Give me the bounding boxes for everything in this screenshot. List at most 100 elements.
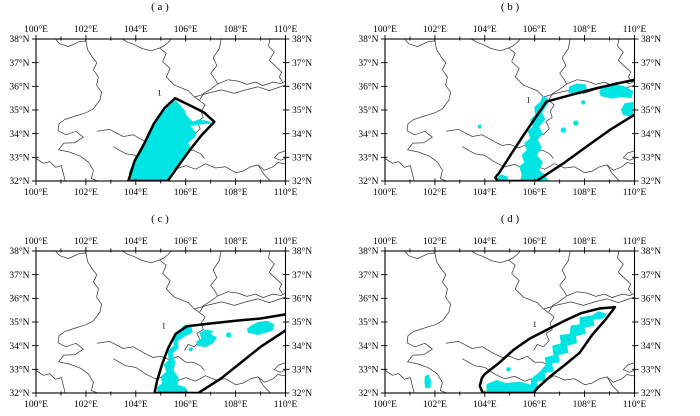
- boundary-line: [445, 129, 554, 159]
- y-tick-label-left: 33°N: [9, 365, 29, 376]
- y-tick-label-left: 37°N: [358, 58, 378, 69]
- region-label: 1: [157, 87, 161, 97]
- highlight-patches: [424, 311, 608, 393]
- y-tick-label-left: 33°N: [358, 153, 378, 164]
- boundary-line: [159, 259, 200, 313]
- axis-ticks: [32, 35, 290, 185]
- x-tick-label-top: 106°E: [174, 236, 198, 247]
- y-tick-label-right: 33°N: [641, 153, 661, 164]
- highlight-patch: [519, 96, 549, 181]
- y-tick-label-left: 38°N: [9, 246, 29, 257]
- x-tick-label-top: 104°E: [473, 236, 497, 247]
- x-tick-label-bottom: 104°E: [473, 399, 497, 410]
- x-tick-label-top: 104°E: [473, 24, 497, 35]
- x-tick-label-top: 108°E: [224, 24, 248, 35]
- x-tick-label-bottom: 100°E: [24, 399, 48, 410]
- boundary-line: [210, 251, 222, 297]
- x-tick-label-top: 110°E: [623, 24, 647, 35]
- y-tick-label-left: 34°N: [9, 129, 29, 140]
- x-tick-label-top: 100°E: [24, 236, 48, 247]
- highlight-dot: [573, 120, 579, 126]
- x-tick-label-bottom: 100°E: [373, 399, 397, 410]
- highlight-patch: [620, 101, 634, 117]
- y-tick-label-right: 36°N: [292, 294, 312, 305]
- boundary-line: [217, 79, 286, 86]
- y-tick-label-right: 37°N: [292, 270, 312, 281]
- boundary-line: [533, 83, 567, 139]
- y-tick-label-left: 35°N: [358, 317, 378, 328]
- y-tick-label-left: 33°N: [358, 365, 378, 376]
- y-tick-label-left: 36°N: [358, 82, 378, 93]
- y-tick-label-right: 34°N: [641, 129, 661, 140]
- x-tick-label-top: 110°E: [274, 236, 298, 247]
- highlight-patch: [196, 329, 217, 348]
- y-tick-label-right: 33°N: [292, 365, 312, 376]
- y-tick-label-left: 36°N: [358, 294, 378, 305]
- y-tick-label-left: 35°N: [9, 317, 29, 328]
- axis-labels: 100°E 100°E 102°E 102°E 104°E 104°E 106°E 106°E…: [358, 24, 661, 198]
- highlight-patches: [157, 320, 275, 393]
- highlight-patch: [128, 100, 212, 181]
- highlight-patch: [486, 311, 608, 393]
- axis-ticks: [381, 247, 639, 397]
- x-tick-label-top: 102°E: [74, 236, 98, 247]
- x-tick-label-bottom: 106°E: [523, 399, 547, 410]
- x-tick-label-top: 108°E: [573, 236, 597, 247]
- boundary-line: [55, 251, 102, 393]
- x-tick-label-bottom: 110°E: [274, 399, 298, 410]
- boundary-line: [471, 251, 521, 264]
- boundary-line: [622, 362, 635, 373]
- boundary-line: [559, 39, 571, 85]
- boundary-line: [273, 362, 286, 373]
- boundary-line: [606, 164, 620, 181]
- y-tick-label-right: 37°N: [292, 58, 312, 69]
- y-tick-label-right: 35°N: [641, 317, 661, 328]
- y-tick-label-right: 32°N: [292, 388, 312, 399]
- axis-labels: 100°E 100°E 102°E 102°E 104°E 104°E 106°E 106°E…: [358, 236, 661, 410]
- region-1-outline: [153, 313, 286, 393]
- panel-a-map: 1 100°E 100°E 102°E 102°E 104°E 104°E 106°E 106°…: [9, 24, 312, 198]
- x-tick-label-top: 100°E: [373, 24, 397, 35]
- y-tick-label-right: 33°N: [641, 365, 661, 376]
- x-tick-label-top: 106°E: [174, 24, 198, 35]
- y-tick-label-right: 38°N: [292, 34, 312, 45]
- y-tick-label-left: 38°N: [9, 34, 29, 45]
- axis-ticks: [381, 35, 639, 185]
- boundary-line: [184, 295, 218, 351]
- region-label: 1: [533, 319, 537, 329]
- y-tick-label-left: 38°N: [358, 34, 378, 45]
- y-tick-label-left: 36°N: [9, 82, 29, 93]
- y-tick-label-right: 34°N: [641, 341, 661, 352]
- map-clipped-content: [36, 39, 286, 181]
- y-tick-label-right: 34°N: [292, 341, 312, 352]
- boundary-line: [273, 150, 286, 161]
- boundary-line: [445, 341, 554, 371]
- y-tick-label-left: 33°N: [9, 153, 29, 164]
- y-tick-label-left: 32°N: [358, 176, 378, 187]
- y-tick-label-right: 32°N: [641, 388, 661, 399]
- x-tick-label-top: 110°E: [623, 236, 647, 247]
- x-tick-label-bottom: 106°E: [174, 399, 198, 410]
- region-1-outline: [127, 96, 216, 181]
- panel-d-map: 1 100°E 100°E 102°E 102°E 104°E 104°E 106°E 106°…: [358, 236, 661, 410]
- x-tick-label-top: 108°E: [573, 24, 597, 35]
- x-tick-label-top: 108°E: [224, 236, 248, 247]
- map-frame-bg: [385, 251, 635, 393]
- y-tick-label-right: 33°N: [292, 153, 312, 164]
- y-tick-label-right: 38°N: [292, 246, 312, 257]
- y-tick-label-left: 37°N: [9, 58, 29, 69]
- x-tick-label-bottom: 108°E: [224, 399, 248, 410]
- x-tick-label-bottom: 102°E: [74, 399, 98, 410]
- x-tick-label-bottom: 100°E: [24, 187, 48, 198]
- boundary-line: [194, 84, 286, 98]
- x-tick-label-bottom: 104°E: [473, 187, 497, 198]
- x-tick-label-top: 100°E: [373, 236, 397, 247]
- region-1-outline: [494, 78, 635, 181]
- y-tick-label-left: 34°N: [358, 341, 378, 352]
- boundary-line: [122, 39, 172, 52]
- panel-d-title: ( d ): [500, 213, 520, 225]
- region-label: 1: [526, 94, 530, 104]
- x-tick-label-top: 106°E: [523, 24, 547, 35]
- boundary-line: [508, 47, 549, 101]
